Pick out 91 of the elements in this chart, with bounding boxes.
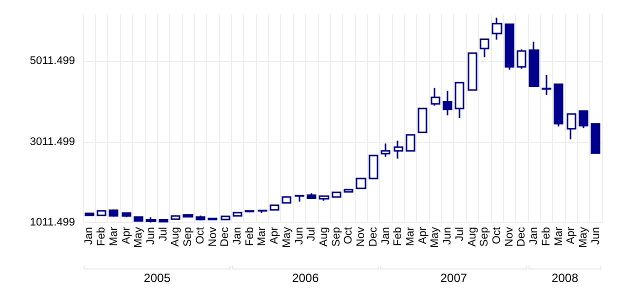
y-tick-label: 1011.499 — [30, 216, 75, 229]
candlestick — [196, 214, 206, 222]
x-tick-label: Jul — [454, 227, 466, 242]
x-tick-label: May — [577, 226, 590, 248]
candlestick — [454, 82, 464, 119]
x-tick-label: Jun — [144, 227, 157, 245]
x-tick-label: Oct — [342, 227, 355, 244]
candlestick — [244, 210, 254, 214]
y-tick-label: 5011.499 — [30, 55, 75, 68]
candlestick — [344, 188, 354, 194]
candlestick — [442, 90, 452, 116]
x-tick-label: Oct — [490, 227, 503, 244]
x-tick-label: Jan — [83, 227, 96, 245]
candlestick — [182, 213, 194, 218]
candlestick — [516, 48, 526, 70]
candlestick — [282, 195, 292, 204]
candlestick — [146, 216, 156, 222]
x-tick-label: Aug — [170, 227, 182, 247]
x-tick-label: Aug — [466, 227, 478, 247]
candlestick — [542, 74, 552, 96]
x-tick-label: Sep — [478, 227, 491, 247]
candlestick — [158, 218, 168, 223]
x-tick-label: Apr — [268, 226, 281, 244]
x-tick-label: Nov — [503, 226, 516, 247]
candlestick — [554, 83, 564, 128]
candlestick — [258, 210, 268, 214]
x-tick-label: Jul — [157, 227, 170, 242]
x-tick-label: Jun — [590, 227, 602, 245]
x-tick-label: Dec — [516, 226, 528, 247]
candlestick — [528, 41, 540, 88]
candlestick — [368, 154, 378, 180]
x-tick-label: Feb — [96, 227, 108, 246]
candlestick — [318, 195, 330, 202]
candlestick — [356, 178, 366, 190]
candlestick — [566, 113, 576, 140]
x-tick-label: Aug — [318, 227, 330, 247]
candlestick — [590, 122, 600, 154]
candlestick — [270, 204, 280, 211]
x-tick-label: May — [280, 226, 293, 248]
candlestick — [134, 216, 144, 222]
x-tick-label: Mar — [404, 226, 416, 246]
x-tick-label: Jan — [380, 227, 392, 245]
x-tick-label: Jul — [306, 227, 318, 242]
candlestick — [468, 52, 478, 92]
candlestick — [380, 142, 390, 158]
x-tick-label: Jan — [231, 227, 244, 245]
x-tick-label: Mar — [256, 226, 268, 246]
x-tick-label: Feb — [540, 227, 552, 246]
candlestick — [208, 218, 218, 220]
candlestick — [96, 210, 106, 216]
x-tick-label: May — [429, 226, 442, 248]
x-tick-label: Dec — [367, 226, 380, 247]
x-tick-label: Jun — [442, 227, 454, 245]
x-tick-label: Apr — [120, 226, 132, 244]
candlestick — [294, 194, 304, 202]
candlestick — [108, 208, 118, 218]
text: 2007 — [440, 271, 468, 285]
text: 2006 — [292, 271, 320, 285]
candlestick — [578, 110, 588, 129]
candlestick — [504, 23, 514, 70]
candlestick — [220, 215, 230, 220]
x-tick-label: May — [132, 226, 145, 248]
candlestick — [122, 212, 132, 218]
candlestick — [406, 134, 416, 152]
x-tick-label: Feb — [244, 227, 256, 246]
x-tick-label: Oct — [194, 227, 206, 244]
x-tick-label: Jan — [528, 227, 540, 245]
candlestick — [232, 212, 242, 217]
x-tick-label: Apr — [565, 226, 578, 244]
x-tick-label: Nov — [206, 226, 219, 247]
candlestick — [492, 17, 502, 40]
text: 2005 — [144, 271, 171, 285]
x-tick-label: Nov — [355, 226, 368, 247]
candlestick — [306, 192, 316, 200]
y-tick-label: 3011.499 — [30, 136, 75, 148]
candlestick — [332, 191, 342, 198]
x-tick-label: Mar — [552, 226, 565, 246]
x-tick-label: Feb — [392, 227, 404, 246]
candlestick — [84, 212, 94, 216]
candlestick — [430, 87, 440, 106]
x-tick-label: Jun — [293, 227, 306, 245]
x-tick-label: Sep — [330, 227, 342, 247]
candlestick — [394, 140, 404, 160]
x-tick-label: Dec — [219, 226, 232, 247]
text: 2008 — [552, 271, 579, 285]
x-tick-label: Sep — [182, 227, 194, 247]
x-tick-label: Apr — [416, 226, 429, 244]
candlestick — [170, 214, 180, 220]
x-tick-label: Mar — [108, 226, 120, 246]
candlestick — [480, 38, 490, 58]
candlestick — [418, 107, 428, 134]
